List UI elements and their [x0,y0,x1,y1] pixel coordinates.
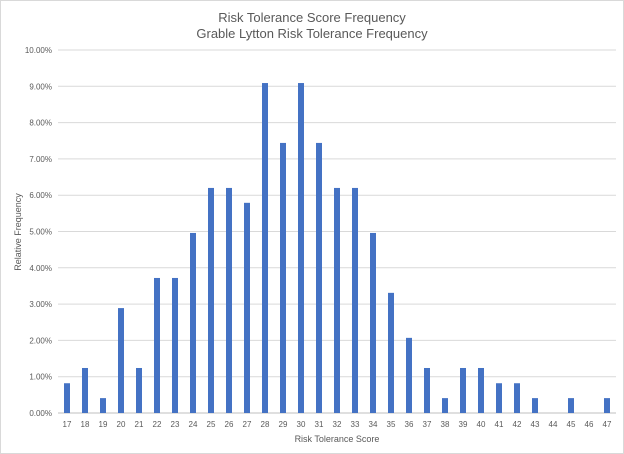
x-tick-label: 37 [423,420,432,429]
y-tick-label: 0.00% [29,409,52,418]
chart-subtitle: Grable Lytton Risk Tolerance Frequency [196,26,428,41]
bar [460,367,466,413]
bar [82,367,88,413]
y-tick-label: 8.00% [29,119,52,128]
y-tick-label: 4.00% [29,264,52,273]
bar [100,398,106,413]
x-tick-label: 38 [441,420,450,429]
bar [442,398,448,413]
x-tick-label: 28 [261,420,270,429]
y-tick-label: 3.00% [29,300,52,309]
x-axis-title: Risk Tolerance Score [295,434,380,444]
x-tick-label: 27 [243,420,252,429]
bar [262,83,268,414]
x-tick-label: 40 [477,420,486,429]
bar [244,202,250,413]
x-tick-label: 44 [549,420,558,429]
x-tick-label: 18 [81,420,90,429]
y-tick-label: 5.00% [29,228,52,237]
bar [388,292,394,413]
bar [478,367,484,413]
bar [154,277,160,413]
bar [172,277,178,413]
bar [406,337,412,413]
x-tick-label: 23 [171,420,180,429]
bar [334,187,340,413]
x-tick-label: 47 [603,420,612,429]
bar [568,398,574,413]
bar [604,398,610,413]
x-tick-label: 32 [333,420,342,429]
x-tick-label: 30 [297,420,306,429]
bar [118,308,124,413]
x-tick-label: 35 [387,420,396,429]
x-tick-label: 24 [189,420,198,429]
bar [226,187,232,413]
x-tick-label: 33 [351,420,360,429]
bar [208,187,214,413]
bar [64,383,70,413]
x-tick-label: 45 [567,420,576,429]
bar [136,367,142,413]
x-tick-label: 22 [153,420,162,429]
x-tick-label: 21 [135,420,144,429]
y-tick-label: 7.00% [29,155,52,164]
x-tick-label: 36 [405,420,414,429]
x-tick-label: 29 [279,420,288,429]
x-tick-label: 42 [513,420,522,429]
chart-title: Risk Tolerance Score Frequency [218,10,406,25]
x-tick-label: 17 [63,420,72,429]
bar [496,383,502,413]
y-tick-label: 1.00% [29,373,52,382]
y-tick-label: 10.00% [25,46,52,55]
x-tick-label: 26 [225,420,234,429]
y-tick-label: 6.00% [29,191,52,200]
bar [514,383,520,413]
x-tick-label: 31 [315,420,324,429]
bar [316,142,322,414]
bar [298,83,304,414]
x-tick-label: 41 [495,420,504,429]
x-axis-ticks: 17 18 19 20 21 22 23 24 25 26 27 28 29 30 31 32 33 34 35 36… [63,420,612,429]
x-tick-label: 20 [117,420,126,429]
x-tick-label: 34 [369,420,378,429]
x-tick-label: 19 [99,420,108,429]
x-tick-label: 43 [531,420,540,429]
x-tick-label: 39 [459,420,468,429]
bar [532,398,538,413]
x-tick-label: 46 [585,420,594,429]
x-tick-label: 25 [207,420,216,429]
y-tick-label: 9.00% [29,82,52,91]
bar [280,142,286,414]
bar [190,232,196,413]
y-tick-label: 2.00% [29,336,52,345]
bar [424,367,430,413]
bar [370,232,376,413]
bar [352,187,358,413]
bar-series [64,83,610,414]
y-axis-title: Relative Frequency [13,193,23,271]
y-axis-ticks: 0.00% 1.00% 2.00% 3.00% 4.00% 5.00% 6.00% 7.00%… [25,46,52,418]
